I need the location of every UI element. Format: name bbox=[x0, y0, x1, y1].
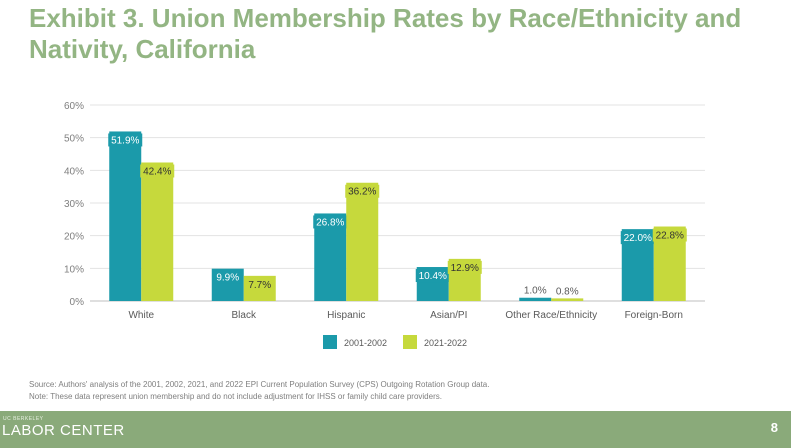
y-tick-label: 50% bbox=[64, 134, 84, 145]
data-label-bg bbox=[313, 215, 348, 229]
legend-swatch bbox=[403, 335, 417, 349]
footer-university-label: UC BERKELEY bbox=[3, 416, 44, 422]
union-membership-bar-chart: 0% 10% 20% 30% 40% 50% 60% 51.9% 42.4% White 9.9% 7… bbox=[64, 101, 705, 349]
data-label-bg bbox=[415, 269, 450, 283]
note-text: Note: These data represent union members… bbox=[29, 392, 442, 401]
data-label: 22.8% bbox=[656, 231, 684, 242]
data-label: 7.7% bbox=[248, 280, 271, 291]
bar-2021-2022 bbox=[551, 298, 584, 301]
x-tick-label: Foreign-Born bbox=[625, 310, 683, 321]
bar-2021-2022 bbox=[141, 162, 174, 301]
data-label: 9.9% bbox=[216, 273, 239, 284]
bar-2001-2002 bbox=[519, 297, 552, 301]
data-label-bg bbox=[345, 184, 380, 198]
data-label: 36.2% bbox=[348, 187, 376, 198]
x-tick-label: Hispanic bbox=[327, 310, 365, 321]
data-label-bg bbox=[108, 133, 143, 147]
y-tick-label: 30% bbox=[64, 199, 84, 210]
data-label-bg bbox=[140, 164, 175, 178]
data-label: 12.9% bbox=[451, 263, 479, 274]
y-tick-label: 20% bbox=[64, 232, 84, 243]
data-label: 10.4% bbox=[419, 271, 447, 282]
source-notes: Source: Authors' analysis of the 2001, 2… bbox=[29, 379, 489, 403]
data-label: 26.8% bbox=[316, 217, 344, 228]
legend-swatch bbox=[323, 335, 337, 349]
y-tick-label: 0% bbox=[70, 297, 85, 308]
bar-2001-2002 bbox=[109, 131, 142, 301]
y-tick-label: 10% bbox=[64, 264, 84, 275]
data-label-bg bbox=[652, 228, 687, 242]
legend-label: 2001-2002 bbox=[344, 338, 387, 348]
data-label: 0.8% bbox=[556, 286, 579, 297]
slide-title: Exhibit 3. Union Membership Rates by Rac… bbox=[29, 3, 742, 64]
data-label-bg bbox=[213, 270, 242, 284]
x-tick-label: White bbox=[128, 310, 154, 321]
source-text: Source: Authors' analysis of the 2001, 2… bbox=[29, 380, 490, 389]
x-tick-label: Other Race/Ethnicity bbox=[505, 310, 597, 321]
data-label-bg bbox=[245, 277, 274, 291]
footer-bar: UC BERKELEY LABOR CENTER 8 bbox=[0, 411, 791, 448]
data-label-bg bbox=[620, 231, 655, 245]
y-tick-label: 60% bbox=[64, 101, 84, 112]
y-tick-label: 40% bbox=[64, 166, 84, 177]
x-tick-label: Black bbox=[232, 310, 257, 321]
data-label: 51.9% bbox=[111, 135, 139, 146]
legend-label: 2021-2022 bbox=[424, 338, 467, 348]
data-label: 42.4% bbox=[143, 166, 171, 177]
bar-2021-2022 bbox=[346, 182, 379, 301]
labor-center-logo: LABOR CENTER bbox=[2, 422, 125, 439]
data-label-bg bbox=[447, 260, 482, 274]
page-number: 8 bbox=[770, 420, 778, 435]
data-label: 22.0% bbox=[624, 233, 652, 244]
x-tick-label: Asian/PI bbox=[430, 310, 467, 321]
data-label: 1.0% bbox=[524, 286, 547, 297]
